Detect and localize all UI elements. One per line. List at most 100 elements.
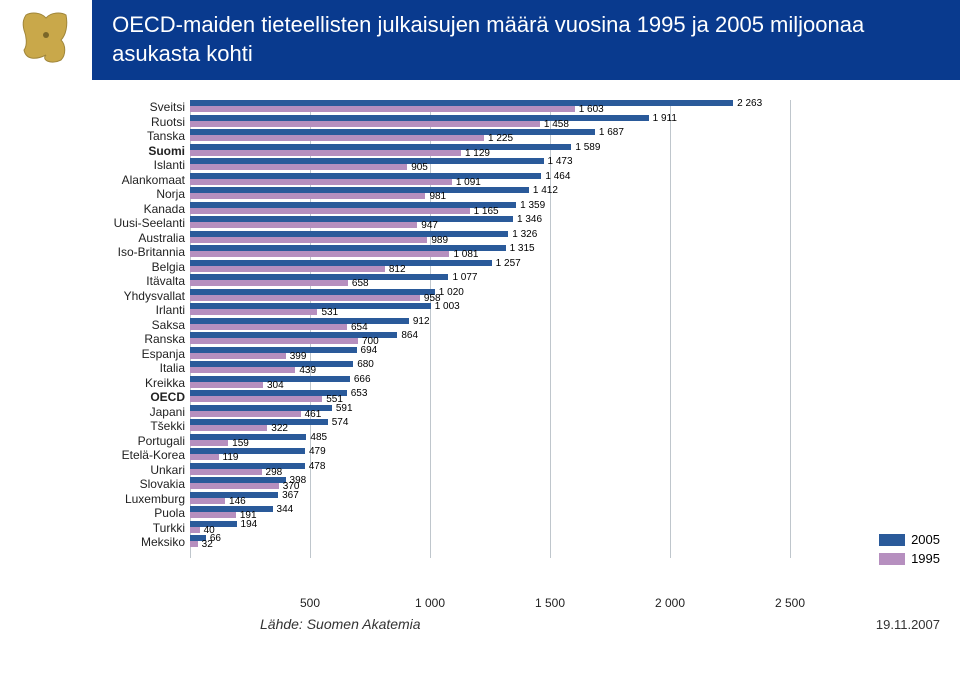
bar-1995 [190,541,198,547]
value-label-1995: 658 [352,278,369,289]
country-label: Kanada [15,202,185,216]
country-label: Saksa [15,318,185,332]
country-label: Belgia [15,260,185,274]
bar-1995 [190,483,279,489]
country-label: Islanti [15,158,185,172]
value-label-1995: 812 [389,264,406,275]
value-label-2005: 666 [354,374,371,385]
value-label-1995: 322 [271,423,288,434]
chart-row: 344191 [190,506,790,521]
value-label-1995: 1 603 [579,104,604,115]
bar-1995 [190,121,540,127]
bar-1995 [190,440,228,446]
chart-row: 1 346947 [190,216,790,231]
bar-1995 [190,164,407,170]
value-label-1995: 654 [351,322,368,333]
value-label-2005: 479 [309,446,326,457]
chart-row: 1 9111 458 [190,115,790,130]
bar-1995 [190,498,225,504]
country-label: Luxemburg [15,492,185,506]
country-label: Etelä-Korea [15,448,185,462]
bar-1995 [190,338,358,344]
bar-1995 [190,382,263,388]
value-label-2005: 1 077 [452,272,477,283]
legend-item: 2005 [879,532,940,547]
chart-row: 1 6871 225 [190,129,790,144]
chart-row: 1 5891 129 [190,144,790,159]
value-label-2005: 2 263 [737,98,762,109]
value-label-2005: 344 [277,504,294,515]
chart-row: 1 257812 [190,260,790,275]
value-label-2005: 680 [357,359,374,370]
country-label: Norja [15,187,185,201]
x-tick-label: 1 500 [535,596,565,610]
value-label-2005: 367 [282,490,299,501]
x-tick-label: 2 500 [775,596,805,610]
bar-1995 [190,150,461,156]
chart-row: 653551 [190,390,790,405]
logo-area [0,0,92,80]
country-label: Suomi [15,144,185,158]
value-label-1995: 298 [266,467,283,478]
country-label: Turkki [15,521,185,535]
value-label-1995: 947 [421,220,438,231]
value-label-1995: 159 [232,438,249,449]
bar-1995 [190,396,322,402]
value-label-2005: 1 412 [533,185,558,196]
chart-row: 479 119 [190,448,790,463]
chart-row: 574 322 [190,419,790,434]
value-label-1995: 1 225 [488,133,513,144]
bar-1995 [190,425,267,431]
chart-row: 478298 [190,463,790,478]
chart-row: 485159 [190,434,790,449]
value-label-2005: 1 911 [653,113,677,124]
page-title: OECD-maiden tieteellisten julkaisujen mä… [112,11,940,68]
bar-1995 [190,193,425,199]
lion-crest-icon [16,10,76,70]
value-label-2005: 864 [401,330,418,341]
chart-row: 1 473905 [190,158,790,173]
legend-label: 2005 [911,532,940,547]
value-label-1995: 531 [321,307,338,318]
bar-1995 [190,469,262,475]
chart-row: 680439 [190,361,790,376]
value-label-2005: 194 [241,519,258,530]
chart-row: 591 461 [190,405,790,420]
gridline [790,100,791,558]
chart-area: 2 263 1 6031 9111 4581 6871 2251 5891 129… [0,100,960,640]
value-label-1995: 1 091 [456,177,481,188]
bar-1995 [190,527,200,533]
bar-1995 [190,367,295,373]
legend: 20051995 [879,532,940,570]
country-label: Kreikka [15,376,185,390]
bar-1995 [190,208,470,214]
chart-row: 1 412981 [190,187,790,202]
value-label-1995: 119 [223,452,239,463]
chart-row: 694 399 [190,347,790,362]
country-label: Unkari [15,463,185,477]
value-label-1995: 989 [431,235,448,246]
value-label-2005: 1 315 [510,243,535,254]
bar-1995 [190,324,347,330]
country-label: Sveitsi [15,100,185,114]
bar-1995 [190,353,286,359]
chart-row: 1 003531 [190,303,790,318]
country-label: Puola [15,506,185,520]
value-label-2005: 694 [361,345,378,356]
value-label-2005: 574 [332,417,349,428]
chart-row: 19440 [190,521,790,536]
value-label-1995: 399 [290,351,307,362]
value-label-1995: 1 165 [474,206,499,217]
value-label-2005: 1 326 [512,229,537,240]
value-label-2005: 653 [351,388,368,399]
x-tick-label: 2 000 [655,596,685,610]
value-label-2005: 591 [336,403,353,414]
value-label-1995: 304 [267,380,284,391]
chart-row: 1 3591 165 [190,202,790,217]
chart-row: 1 3151 081 [190,245,790,260]
value-label-1995: 461 [305,409,322,420]
country-label: Itävalta [15,274,185,288]
value-label-2005: 1 464 [545,171,570,182]
bar-1995 [190,411,301,417]
country-label: Uusi-Seelanti [15,216,185,230]
